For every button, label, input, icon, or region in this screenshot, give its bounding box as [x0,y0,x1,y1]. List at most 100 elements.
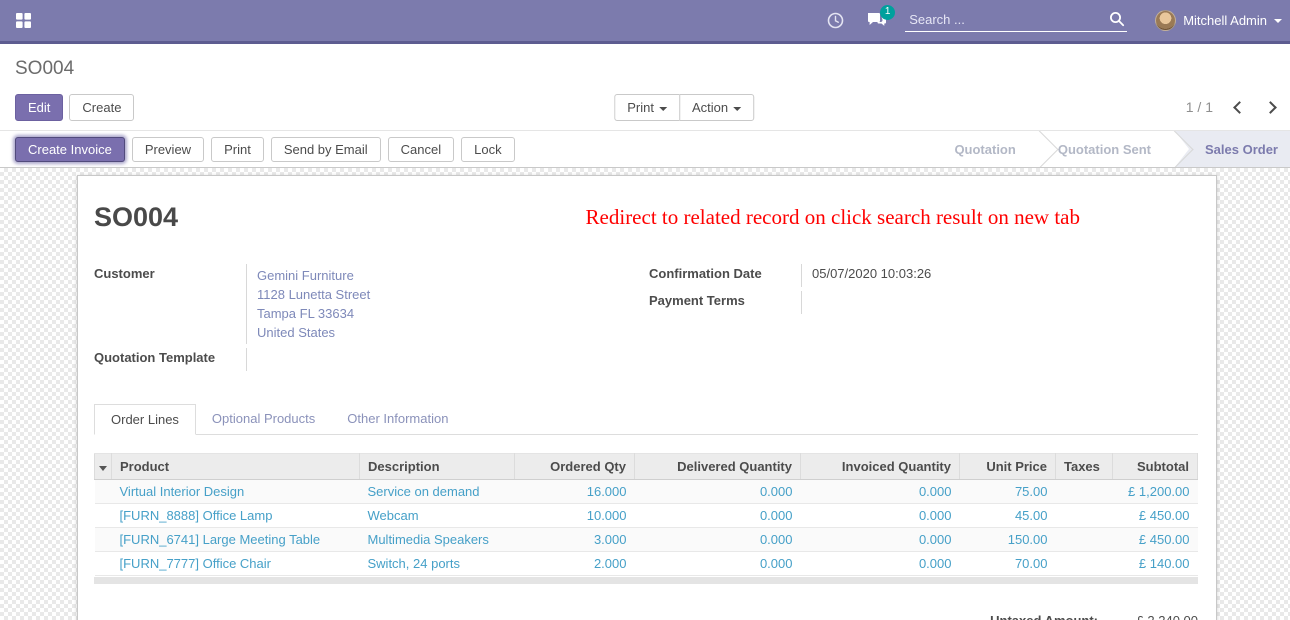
payment-terms-label: Payment Terms [649,293,745,308]
state-quotation-sent[interactable]: Quotation Sent [1040,131,1175,167]
search-icon[interactable] [1109,11,1125,27]
untaxed-amount-value: £ 2,240.00 [1098,613,1198,620]
col-taxes[interactable]: Taxes [1055,453,1113,480]
quotation-template-value [246,348,649,371]
cell-delivered-qty[interactable]: 0.000 [634,551,801,576]
statusbar: Create Invoice Preview Print Send by Ema… [0,131,1290,168]
form-sheet: SO004 Redirect to related record on clic… [77,175,1217,620]
optional-columns-toggle[interactable] [94,453,112,480]
cell-description[interactable]: Service on demand [359,479,515,504]
create-button[interactable]: Create [69,93,135,121]
customer-name-link[interactable]: Gemini Furniture [257,268,354,283]
row-handle [94,503,112,528]
table-row[interactable]: [FURN_7777] Office Chair Switch, 24 port… [94,551,1198,576]
chevron-down-icon [658,106,667,111]
table-row[interactable]: Virtual Interior Design Service on deman… [94,479,1198,504]
cell-description[interactable]: Webcam [359,503,515,528]
tab-optional-products[interactable]: Optional Products [211,411,316,426]
edit-button[interactable]: Edit [15,93,64,121]
cell-unit-price[interactable]: 75.00 [959,479,1056,504]
cell-delivered-qty[interactable]: 0.000 [634,479,801,504]
cell-product[interactable]: [FURN_6741] Large Meeting Table [111,527,360,552]
payment-terms-value [801,291,1198,314]
cell-description[interactable]: Switch, 24 ports [359,551,515,576]
col-product[interactable]: Product [111,453,360,480]
table-row[interactable]: [FURN_6741] Large Meeting Table Multimed… [94,527,1198,552]
customer-city: Tampa FL 33634 [257,306,355,321]
cell-ordered-qty[interactable]: 2.000 [514,551,635,576]
search-input[interactable] [909,11,1092,27]
send-by-email-button[interactable]: Send by Email [270,136,381,162]
col-subtotal[interactable]: Subtotal [1112,453,1198,480]
cell-product[interactable]: Virtual Interior Design [111,479,360,504]
global-search [905,9,1128,32]
print-label: Print [627,99,654,115]
row-handle [94,479,112,504]
cell-subtotal[interactable]: £ 140.00 [1112,551,1198,576]
cell-delivered-qty[interactable]: 0.000 [634,527,801,552]
pager-value[interactable]: 1 / 1 [1185,99,1213,115]
col-unit-price[interactable]: Unit Price [959,453,1056,480]
cell-subtotal[interactable]: £ 450.00 [1112,503,1198,528]
messages-icon[interactable]: 1 [863,4,896,35]
cell-product[interactable]: [FURN_8888] Office Lamp [111,503,360,528]
cell-ordered-qty[interactable]: 10.000 [514,503,635,528]
customer-value: Gemini Furniture 1128 Lunetta Street Tam… [246,264,649,344]
cell-taxes[interactable] [1055,479,1113,504]
cell-taxes[interactable] [1055,503,1113,528]
col-invoiced-qty[interactable]: Invoiced Quantity [800,453,960,480]
table-footer-strip [94,577,1198,584]
totals-section: Untaxed Amount: £ 2,240.00 [94,613,1198,620]
print-button[interactable]: Print [211,136,264,162]
user-menu[interactable]: Mitchell Admin [1155,10,1282,31]
cell-taxes[interactable] [1055,551,1113,576]
cell-invoiced-qty[interactable]: 0.000 [800,527,960,552]
top-navbar: 1 Mitchell Admin [0,0,1290,44]
state-sales-order[interactable]: Sales Order [1175,131,1290,167]
cell-ordered-qty[interactable]: 3.000 [514,527,635,552]
tab-order-lines[interactable]: Order Lines [94,404,196,435]
cell-ordered-qty[interactable]: 16.000 [514,479,635,504]
create-invoice-button[interactable]: Create Invoice [15,136,125,162]
print-dropdown-button[interactable]: Print [614,93,679,121]
apps-menu-icon[interactable] [10,8,36,34]
cell-unit-price[interactable]: 150.00 [959,527,1056,552]
col-description[interactable]: Description [359,453,515,480]
cell-invoiced-qty[interactable]: 0.000 [800,479,960,504]
table-header-row: Product Description Ordered Qty Delivere… [94,453,1198,480]
pager-next-icon[interactable] [1264,100,1277,114]
col-delivered-qty[interactable]: Delivered Quantity [634,453,801,480]
cell-subtotal[interactable]: £ 450.00 [1112,527,1198,552]
cell-invoiced-qty[interactable]: 0.000 [800,551,960,576]
action-label: Action [691,99,729,115]
preview-button[interactable]: Preview [131,136,205,162]
cell-subtotal[interactable]: £ 1,200.00 [1112,479,1198,504]
col-ordered-qty[interactable]: Ordered Qty [514,453,635,480]
customer-street: 1128 Lunetta Street [257,287,371,302]
lock-button[interactable]: Lock [461,136,515,162]
untaxed-amount-label: Untaxed Amount: [990,613,1098,620]
action-dropdown-button[interactable]: Action [678,93,755,121]
pager-previous-icon[interactable] [1233,100,1246,114]
message-count-badge: 1 [880,4,896,20]
table-row[interactable]: [FURN_8888] Office Lamp Webcam 10.000 0.… [94,503,1198,528]
cancel-button[interactable]: Cancel [387,136,455,162]
cell-description[interactable]: Multimedia Speakers [359,527,515,552]
cell-unit-price[interactable]: 70.00 [959,551,1056,576]
row-handle [94,527,112,552]
control-panel: SO004 Edit Create Print Action 1 / 1 [0,44,1290,131]
confirmation-date-label: Confirmation Date [649,266,762,281]
cell-invoiced-qty[interactable]: 0.000 [800,503,960,528]
quotation-template-label: Quotation Template [94,350,216,365]
state-quotation[interactable]: Quotation [936,131,1039,167]
tab-other-information[interactable]: Other Information [347,411,449,426]
activities-clock-icon[interactable] [821,7,849,35]
chevron-down-icon [733,106,742,111]
cell-unit-price[interactable]: 45.00 [959,503,1056,528]
cell-product[interactable]: [FURN_7777] Office Chair [111,551,360,576]
user-avatar [1155,10,1177,31]
cell-taxes[interactable] [1055,527,1113,552]
order-lines-table: Product Description Ordered Qty Delivere… [94,453,1198,576]
chevron-down-icon [1274,18,1282,23]
cell-delivered-qty[interactable]: 0.000 [634,503,801,528]
